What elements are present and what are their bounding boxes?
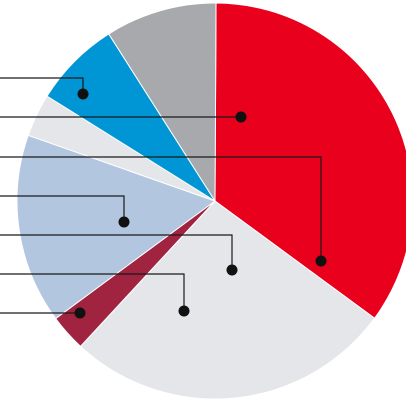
- pie-slice-1: [214, 2, 406, 319]
- callout-dot-1: [77, 88, 89, 100]
- callout-dot-7: [74, 307, 86, 319]
- pie-slices: [16, 2, 406, 399]
- pie-slice-2: [79, 200, 376, 399]
- callout-line-3: [0, 156, 322, 261]
- callout-dot-6: [178, 305, 190, 317]
- pie-slice-4: [16, 134, 217, 320]
- callout-line-5: [0, 234, 233, 270]
- callout-line-6: [0, 273, 185, 311]
- callout-line-4: [0, 195, 125, 222]
- callout-dot-2: [235, 111, 247, 123]
- callout-dot-4: [118, 216, 130, 228]
- callout-dot-5: [226, 264, 238, 276]
- callout-dot-3: [315, 255, 327, 267]
- callout-lines: [0, 77, 327, 319]
- pie-slice-7: [108, 2, 217, 203]
